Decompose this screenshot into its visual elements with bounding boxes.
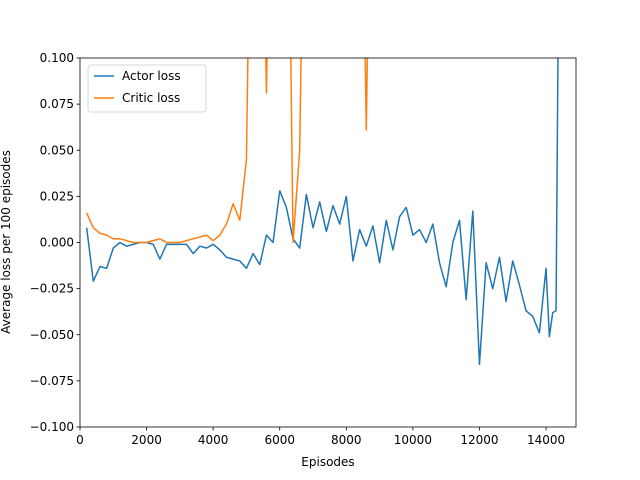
legend-label: Actor loss: [122, 69, 181, 83]
y-tick-label: 0.025: [40, 189, 74, 203]
x-tick-label: 0: [76, 433, 84, 447]
x-tick-label: 6000: [264, 433, 295, 447]
x-axis-label: Episodes: [301, 455, 354, 469]
x-tick-label: 14000: [527, 433, 565, 447]
y-tick-label: 0.000: [40, 236, 74, 250]
x-tick-label: 12000: [460, 433, 498, 447]
series-line: [85, 58, 369, 244]
x-tick-label: 2000: [131, 433, 162, 447]
x-tick-label: 8000: [331, 433, 362, 447]
x-tick-label: 4000: [198, 433, 229, 447]
y-tick-label: −0.100: [30, 420, 74, 434]
legend-label: Critic loss: [122, 91, 180, 105]
plot-frame: [79, 57, 577, 428]
y-tick-label: −0.025: [30, 282, 74, 296]
y-tick-label: 0.075: [40, 97, 74, 111]
y-tick-label: 0.100: [40, 51, 74, 65]
legend-box: [87, 64, 207, 113]
y-axis-label: Average loss per 100 episodes: [0, 150, 13, 334]
plot-area: [85, 58, 559, 366]
series-line: [85, 58, 559, 366]
y-tick-label: −0.075: [30, 374, 74, 388]
y-tick-label: −0.050: [30, 328, 74, 342]
y-tick-label: 0.050: [40, 143, 74, 157]
x-tick-label: 10000: [394, 433, 432, 447]
